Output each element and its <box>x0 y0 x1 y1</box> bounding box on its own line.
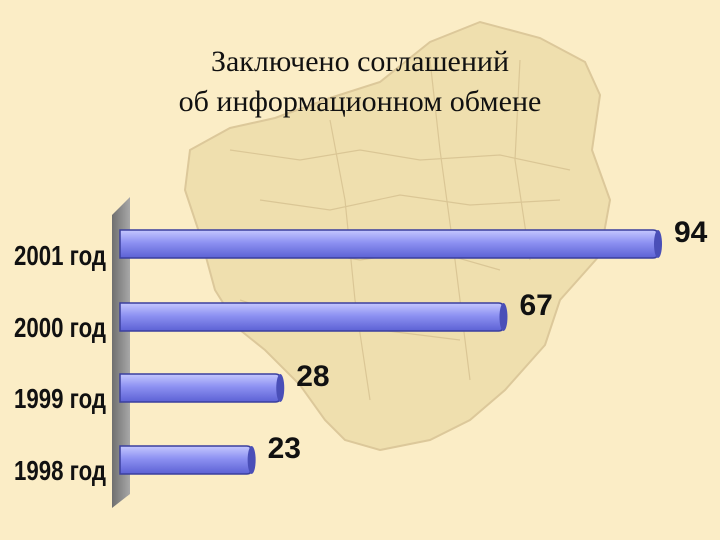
chart-back-wall <box>112 197 130 508</box>
bar-end-cap-2 <box>276 374 285 402</box>
bars-group: 2001 год 94 2000 год 67 1999 год 28 1998 год 23 <box>14 216 708 486</box>
category-label-0: 2001 год <box>14 240 106 271</box>
category-label-2: 1999 год <box>14 383 106 414</box>
value-label-3: 23 <box>268 432 301 465</box>
chart-title-line-1: Заключено соглашений <box>210 45 510 78</box>
value-label-0: 94 <box>674 216 708 249</box>
value-label-1: 67 <box>519 289 552 322</box>
bar-end-cap-3 <box>247 446 256 474</box>
bar-end-cap-0 <box>654 230 662 258</box>
value-label-2: 28 <box>296 360 329 393</box>
category-label-1: 2000 год <box>14 312 106 343</box>
chart-title: Заключено соглашений об информационном о… <box>0 42 720 122</box>
category-label-3: 1998 год <box>14 455 106 486</box>
bar-2 <box>119 373 282 403</box>
bar-0 <box>119 229 659 259</box>
chart-title-line-2: об информационном обмене <box>178 85 542 118</box>
bar-3 <box>119 445 253 475</box>
bar-1 <box>119 302 505 332</box>
bar-end-cap-1 <box>499 303 508 331</box>
